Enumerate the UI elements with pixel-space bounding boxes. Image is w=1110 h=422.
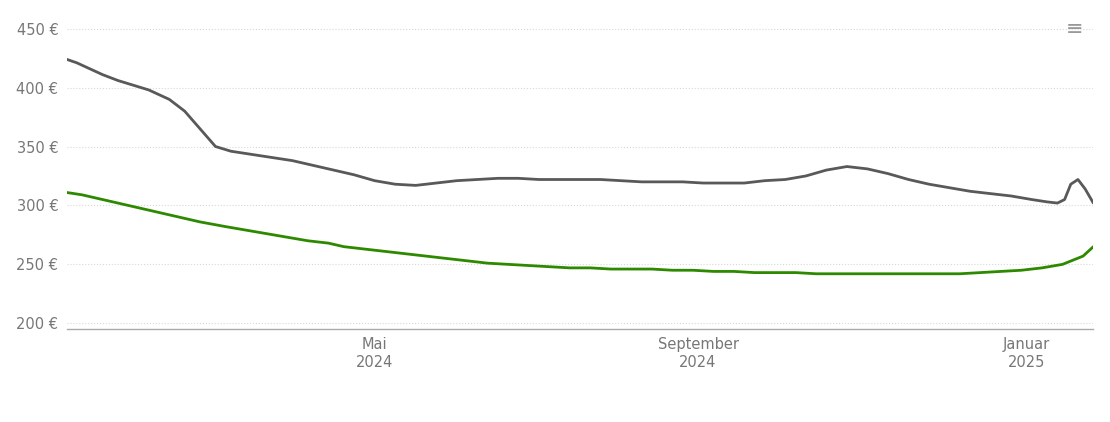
Text: ≡: ≡ <box>1066 19 1083 39</box>
